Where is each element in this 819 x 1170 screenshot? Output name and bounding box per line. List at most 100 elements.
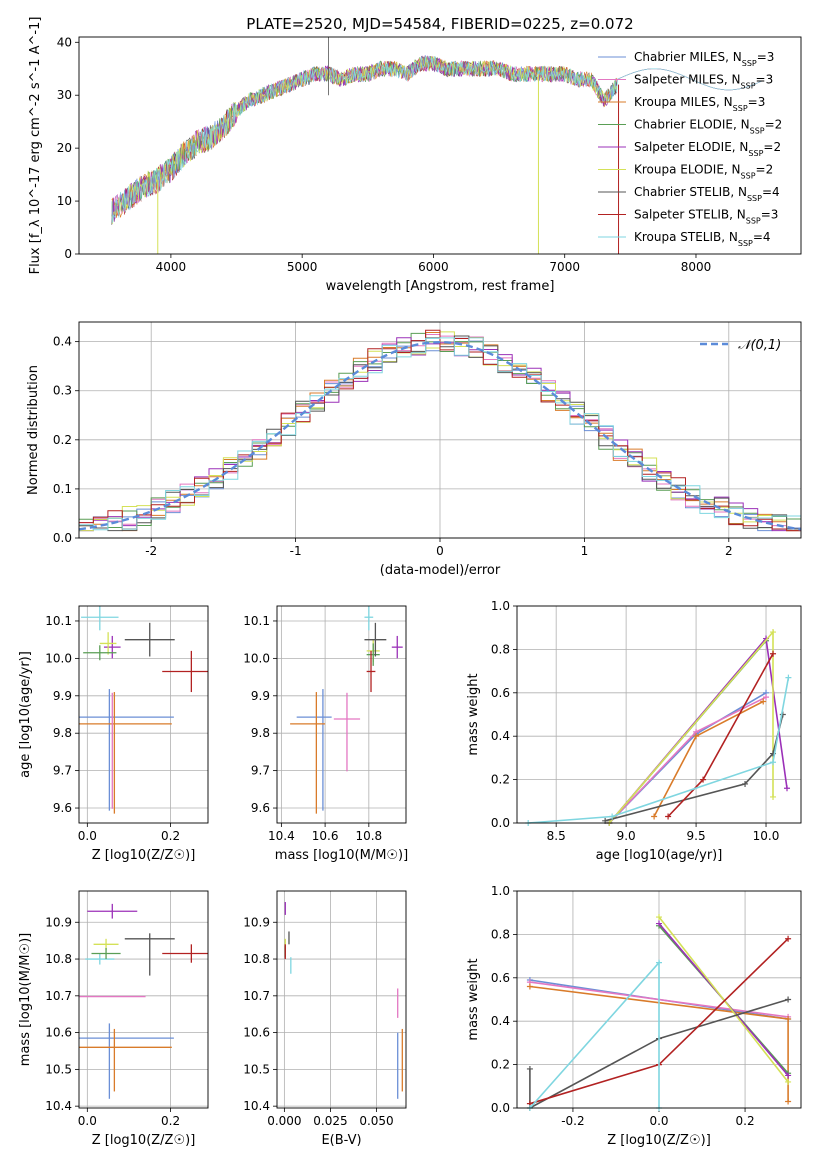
spectrum-panel: 4000 5000 6000 7000 8000 0 10 20 30 40 wavelength … — [28, 17, 802, 294]
y-tick-label: 10.1 — [45, 614, 72, 628]
x-tick-label: 6000 — [418, 260, 449, 274]
spectrum-line — [111, 55, 762, 223]
figure-title: PLATE=2520, MJD=54584, FIBERID=0225, z=0… — [246, 15, 633, 33]
y-tick-label: 40 — [57, 35, 72, 49]
y-tick-label: 10.8 — [243, 952, 270, 966]
x-tick-label: 10.0 — [753, 829, 780, 843]
legend-label: Salpeter MILES, NSSP=3 — [634, 73, 773, 91]
mass-weight-line — [658, 916, 789, 1083]
y-tick-label: 0.6 — [491, 971, 510, 985]
legend-label: Chabrier MILES, NSSP=3 — [634, 50, 774, 68]
mass-vs-Z-panel: 0.0 0.2 10.4 10.5 10.6 10.7 10.8 10.9 Z [log10(Z… — [18, 890, 209, 1148]
y-tick-label: 10.7 — [45, 989, 72, 1003]
x-tick-label: 0.2 — [161, 1114, 180, 1128]
y-tick-label: 10.6 — [45, 1026, 72, 1040]
y-tick-label: 1.0 — [491, 599, 510, 613]
y-tick-label: 0.0 — [491, 1101, 510, 1115]
legend-label: Kroupa ELODIE, NSSP=2 — [634, 163, 773, 181]
y-tick-label: 0.8 — [491, 927, 510, 941]
axes-frame — [78, 36, 802, 255]
mass-weight-marker — [526, 983, 533, 990]
y-tick-label: 0.2 — [491, 1058, 510, 1072]
mass-weight-marker — [785, 996, 792, 1003]
x-axis-label: wavelength [Angstrom, rest frame] — [326, 279, 555, 294]
x-axis-label: age [log10(age/yr)] — [596, 848, 723, 863]
x-axis-label: E(B-V) — [321, 1133, 361, 1148]
mass-weight-marker — [656, 920, 662, 927]
legend-label: Salpeter STELIB, NSSP=3 — [634, 208, 778, 226]
mass-weight-marker — [656, 914, 662, 921]
mass-weight-marker — [770, 793, 777, 800]
y-axis-label: Flux [f_λ 10^-17 erg cm^-2 s^-1 A^-1] — [28, 17, 43, 275]
y-tick-label: 0 — [64, 247, 72, 261]
legend-label: Chabrier ELODIE, NSSP=2 — [634, 118, 782, 136]
mass-weight-marker — [742, 780, 749, 787]
mass-weight-marker — [665, 813, 672, 820]
mass-weight-marker — [651, 813, 658, 820]
legend-label: Salpeter ELODIE, NSSP=2 — [634, 140, 781, 158]
y-tick-label: 9.9 — [251, 689, 270, 703]
x-tick-label: 7000 — [549, 260, 580, 274]
y-tick-label: 10.4 — [45, 1099, 72, 1113]
age-vs-Z-panel: 0.0 0.2 9.6 9.7 9.8 9.9 10.0 10.1 Z [log10(Z/Z☉)… — [18, 605, 209, 863]
x-tick-label: 10.6 — [312, 829, 339, 843]
panels-group: 4000 5000 6000 7000 8000010203040wavelength … — [18, 17, 802, 1148]
y-tick-label: 9.7 — [251, 764, 270, 778]
axes-frame — [276, 890, 407, 1109]
y-tick-label: 10.9 — [243, 915, 270, 929]
y-tick-label: 10.1 — [243, 614, 270, 628]
x-axis-label: (data-model)/error — [380, 563, 501, 578]
mass-weight-line — [529, 998, 789, 1108]
mass-weight-marker — [785, 1016, 792, 1023]
y-axis-label: mass weight — [466, 958, 481, 1040]
axes-frame — [78, 321, 802, 539]
x-axis-label: Z [log10(Z/Z☉)] — [607, 1133, 711, 1148]
axes-frame — [78, 890, 209, 1109]
y-tick-label: 9.8 — [53, 726, 72, 740]
axes-frame — [516, 605, 802, 824]
axes-frame — [78, 605, 209, 824]
y-axis-label: age [log10(age/yr)] — [18, 651, 33, 778]
x-tick-label: 5000 — [287, 260, 318, 274]
y-tick-label: 0.8 — [491, 642, 510, 656]
x-tick-label: -0.2 — [561, 1114, 584, 1128]
x-tick-label: 2 — [725, 544, 733, 558]
mass-weight-vs-Z-panel: -0.2 0.0 0.2 0.0 0.2 0.4 0.6 0.8 1.0 Z [log10(Z/Z… — [466, 884, 802, 1148]
y-tick-label: 0.3 — [53, 384, 72, 398]
x-axis-label: mass [log10(M/M☉)] — [275, 848, 408, 863]
x-tick-label: 0 — [436, 544, 444, 558]
y-tick-label: 0.4 — [491, 1014, 510, 1028]
x-tick-label: 8.5 — [547, 829, 566, 843]
y-tick-label: 0.0 — [53, 531, 72, 545]
axes-frame — [276, 605, 407, 824]
y-tick-label: 20 — [57, 141, 72, 155]
y-tick-label: 0.2 — [491, 773, 510, 787]
x-tick-label: -2 — [145, 544, 157, 558]
x-tick-label: 0.0 — [78, 1114, 97, 1128]
mass-weight-marker — [785, 1078, 792, 1085]
x-tick-label: 9.5 — [687, 829, 706, 843]
normal-curve — [78, 340, 802, 531]
legend-label: Chabrier STELIB, NSSP=4 — [634, 185, 780, 203]
x-tick-label: 4000 — [156, 260, 187, 274]
x-axis-label: Z [log10(Z/Z☉)] — [92, 1133, 196, 1148]
y-tick-label: 10 — [57, 194, 72, 208]
x-tick-label: 10.8 — [355, 829, 382, 843]
spectrum-legend: Chabrier MILES, NSSP=3 Salpeter MILES, NS… — [598, 50, 782, 248]
y-tick-label: 1.0 — [491, 884, 510, 898]
legend-label: Kroupa MILES, NSSP=3 — [634, 95, 765, 113]
x-tick-label: 1 — [581, 544, 589, 558]
axes-frame — [516, 890, 802, 1109]
y-tick-label: 10.8 — [45, 952, 72, 966]
y-axis-label: mass weight — [466, 673, 481, 755]
y-tick-label: 0.4 — [53, 335, 72, 349]
mass-weight-marker — [784, 785, 791, 792]
y-tick-label: 0.6 — [491, 686, 510, 700]
y-tick-label: 0.1 — [53, 482, 72, 496]
x-tick-label: 8000 — [681, 260, 712, 274]
mass-vs-EBV-panel: 0.000 0.025 0.050 10.4 10.5 10.6 10.7 10.8 10.9 E… — [243, 890, 407, 1148]
y-tick-label: 10.5 — [45, 1062, 72, 1076]
y-tick-label: 10.7 — [243, 989, 270, 1003]
y-axis-label: mass [log10(M/M☉)] — [18, 933, 33, 1066]
